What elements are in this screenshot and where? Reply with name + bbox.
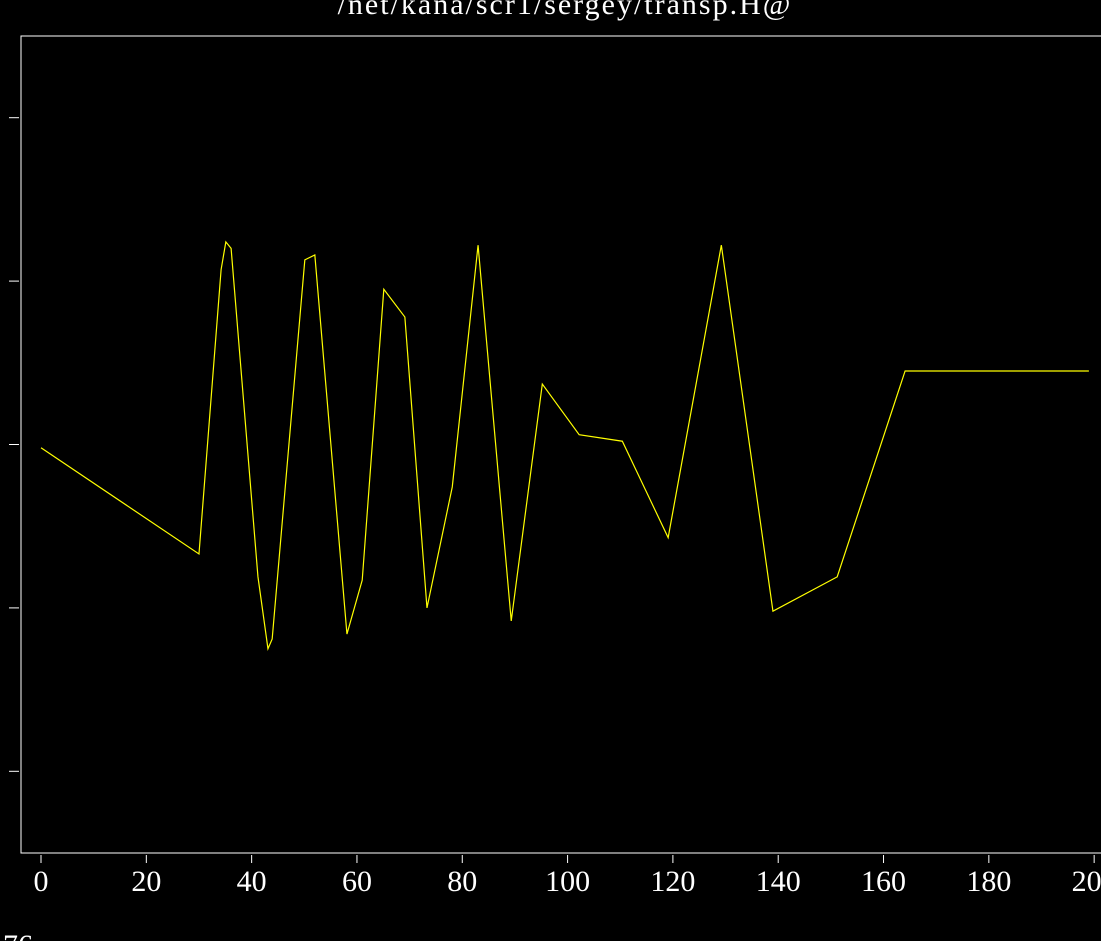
chart-title: /net/kana/scr1/sergey/transp.H@	[338, 0, 793, 21]
x-tick-label: 180	[966, 865, 1011, 898]
x-tick-label: 40	[237, 865, 267, 898]
plot-frame	[20, 35, 1101, 854]
x-tick-label: 80	[447, 865, 477, 898]
x-tick-label: 120	[650, 865, 695, 898]
x-axis-label: 176	[0, 929, 33, 941]
x-tick-label: 200	[1072, 865, 1101, 898]
data-line	[40, 240, 1089, 651]
x-tick-label: 20	[131, 865, 161, 898]
corner-label: 5	[0, 865, 1, 898]
x-tick-label: 100	[545, 865, 590, 898]
x-tick-label: 0	[34, 865, 49, 898]
x-tick-label: 140	[756, 865, 801, 898]
x-tick-label: 160	[861, 865, 906, 898]
x-tick-label: 60	[342, 865, 372, 898]
